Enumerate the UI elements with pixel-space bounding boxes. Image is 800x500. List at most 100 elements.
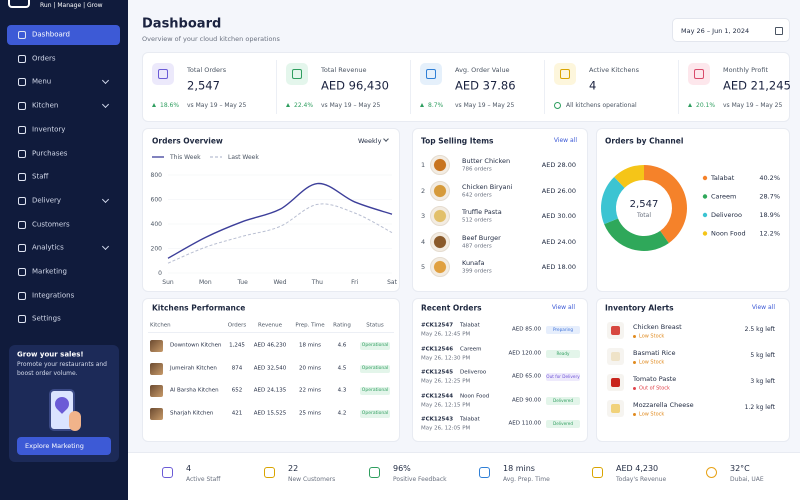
nav-icon xyxy=(18,54,26,63)
kpi-label: Total Orders xyxy=(187,65,227,74)
nav-item[interactable]: Inventory xyxy=(7,120,120,140)
table-header: Revenue xyxy=(258,322,282,329)
kpi-value: AED 21,245 xyxy=(723,78,791,93)
view-all[interactable]: View all xyxy=(553,137,577,144)
nav-item[interactable]: Dashboard xyxy=(7,25,120,45)
item-price: AED 28.00 xyxy=(541,160,576,169)
item-rank: 3 xyxy=(421,211,426,220)
period-dropdown[interactable]: Weekly xyxy=(352,134,394,148)
order-channel: Noon Food xyxy=(460,392,490,399)
kpi-change: 18.6% xyxy=(160,102,180,109)
page-title: Dashboard xyxy=(142,16,222,32)
order-id: #CK12544 xyxy=(421,392,454,399)
status-pill: Delivered xyxy=(546,420,580,428)
date-picker[interactable]: May 26 – Jun 1, 2024 xyxy=(672,18,790,42)
logo-tagline: Run | Manage | Grow xyxy=(40,2,103,9)
nav-icon xyxy=(18,31,26,39)
order-channel: Deliveroo xyxy=(460,369,487,376)
nav-item[interactable]: Customers xyxy=(7,215,120,235)
order-id: #CK12547 xyxy=(421,322,454,329)
status-pill: Operational xyxy=(360,409,390,418)
nav-label[interactable]: Kitchen xyxy=(32,101,59,110)
nav-label[interactable]: Menu xyxy=(32,77,52,86)
nav-label[interactable]: Delivery xyxy=(32,196,62,205)
nav-chevron xyxy=(101,101,110,109)
nav-label[interactable]: Customers xyxy=(32,220,70,229)
nav-item[interactable]: Staff xyxy=(7,167,120,187)
table-cell: AED 15,525 xyxy=(253,409,287,416)
order-channel: Talabat xyxy=(460,322,480,329)
kpi-value: 4 xyxy=(589,78,597,93)
nav-icon xyxy=(18,268,26,276)
order-id: #CK12543 xyxy=(421,416,454,423)
kpi-period: vs May 19 – May 25 xyxy=(321,102,381,109)
table-cell: AED 24,135 xyxy=(253,387,287,394)
nav-label[interactable]: Settings xyxy=(32,314,61,323)
nav-item[interactable]: Delivery xyxy=(7,191,120,211)
nav-item[interactable]: Kitchen xyxy=(7,96,120,116)
nav-label[interactable]: Orders xyxy=(32,54,56,63)
status-dot xyxy=(633,387,636,390)
order-amount: AED 65.00 xyxy=(512,373,541,380)
order-amount: AED 90.00 xyxy=(512,396,541,403)
sidebar: Run | Manage | Grow Dashboard Orders Menu Ki… xyxy=(0,0,128,500)
inventory-status: Low Stock xyxy=(639,333,665,340)
stat-label: Positive Feedback xyxy=(393,476,447,483)
status-pill: Ready xyxy=(546,349,580,358)
status-label: Delivered xyxy=(552,397,574,403)
table-cell: 20 mins xyxy=(299,364,321,371)
nav-label[interactable]: Analytics xyxy=(32,243,64,252)
promo-button-label[interactable]: Explore Marketing xyxy=(25,441,84,450)
card-title: Inventory Alerts xyxy=(605,303,674,313)
status-pill: Operational xyxy=(360,364,390,373)
kpi-icon-glyph xyxy=(292,69,302,79)
nav-label[interactable]: Dashboard xyxy=(32,30,70,39)
inventory-name: Basmati Rice xyxy=(633,348,676,357)
kpi-divider xyxy=(410,60,411,114)
period-label[interactable]: Weekly xyxy=(358,136,382,145)
item-orders: 399 orders xyxy=(462,268,492,275)
nav-label[interactable]: Integrations xyxy=(32,291,75,300)
nav-label[interactable]: Purchases xyxy=(32,149,68,157)
nav-item[interactable]: Integrations xyxy=(7,286,120,306)
nav-item[interactable]: Menu xyxy=(7,72,120,92)
view-all[interactable]: View all xyxy=(551,304,575,311)
kitchen-thumb xyxy=(150,385,163,397)
status-label: Operational xyxy=(361,365,389,371)
stat-value: AED 4,230 xyxy=(616,464,659,473)
kpi-up-arrow xyxy=(420,103,424,107)
view-all[interactable]: View all xyxy=(751,304,775,311)
status-label: Operational xyxy=(361,387,389,393)
nav-item[interactable]: Marketing xyxy=(7,262,120,282)
table-cell: 4.2 xyxy=(337,409,347,416)
inventory-thumb-food xyxy=(611,352,620,361)
date-range[interactable]: May 26 – Jun 1, 2024 xyxy=(681,26,750,35)
promo-title: Grow your sales! xyxy=(17,350,84,359)
inventory-status: Low Stock xyxy=(639,411,665,418)
item-price: AED 26.00 xyxy=(541,186,576,195)
order-channel: Talabat xyxy=(460,416,480,423)
nav-label[interactable]: Staff xyxy=(32,172,49,181)
inventory-name: Mozzarella Cheese xyxy=(633,400,694,409)
nav-item[interactable]: Purchases xyxy=(7,144,120,164)
kpi-divider xyxy=(544,60,545,114)
table-cell: AED 46,230 xyxy=(253,342,287,349)
nav-chevron xyxy=(101,243,110,251)
nav-label[interactable]: Inventory xyxy=(32,125,66,134)
nav-item[interactable]: Orders xyxy=(7,49,120,69)
nav-label[interactable]: Marketing xyxy=(32,267,67,276)
dropdown-chevron xyxy=(383,136,389,142)
status-dot xyxy=(633,361,636,364)
nav-item[interactable]: Analytics xyxy=(7,238,120,258)
status-label: Delivered xyxy=(552,420,574,426)
promo-box: Grow your sales! Promote your restaurants… xyxy=(9,345,119,462)
table-header: Rating xyxy=(333,322,351,329)
promo-button[interactable]: Explore Marketing xyxy=(17,437,111,455)
nav-item[interactable]: Settings xyxy=(7,309,120,329)
status-pill: Delivered xyxy=(546,396,580,405)
logo-mark xyxy=(8,0,30,8)
item-orders: 786 orders xyxy=(462,166,492,173)
nav-icon xyxy=(18,196,26,205)
inventory-quantity: 1.2 kg left xyxy=(744,404,775,411)
kpi-check-icon xyxy=(554,102,561,109)
